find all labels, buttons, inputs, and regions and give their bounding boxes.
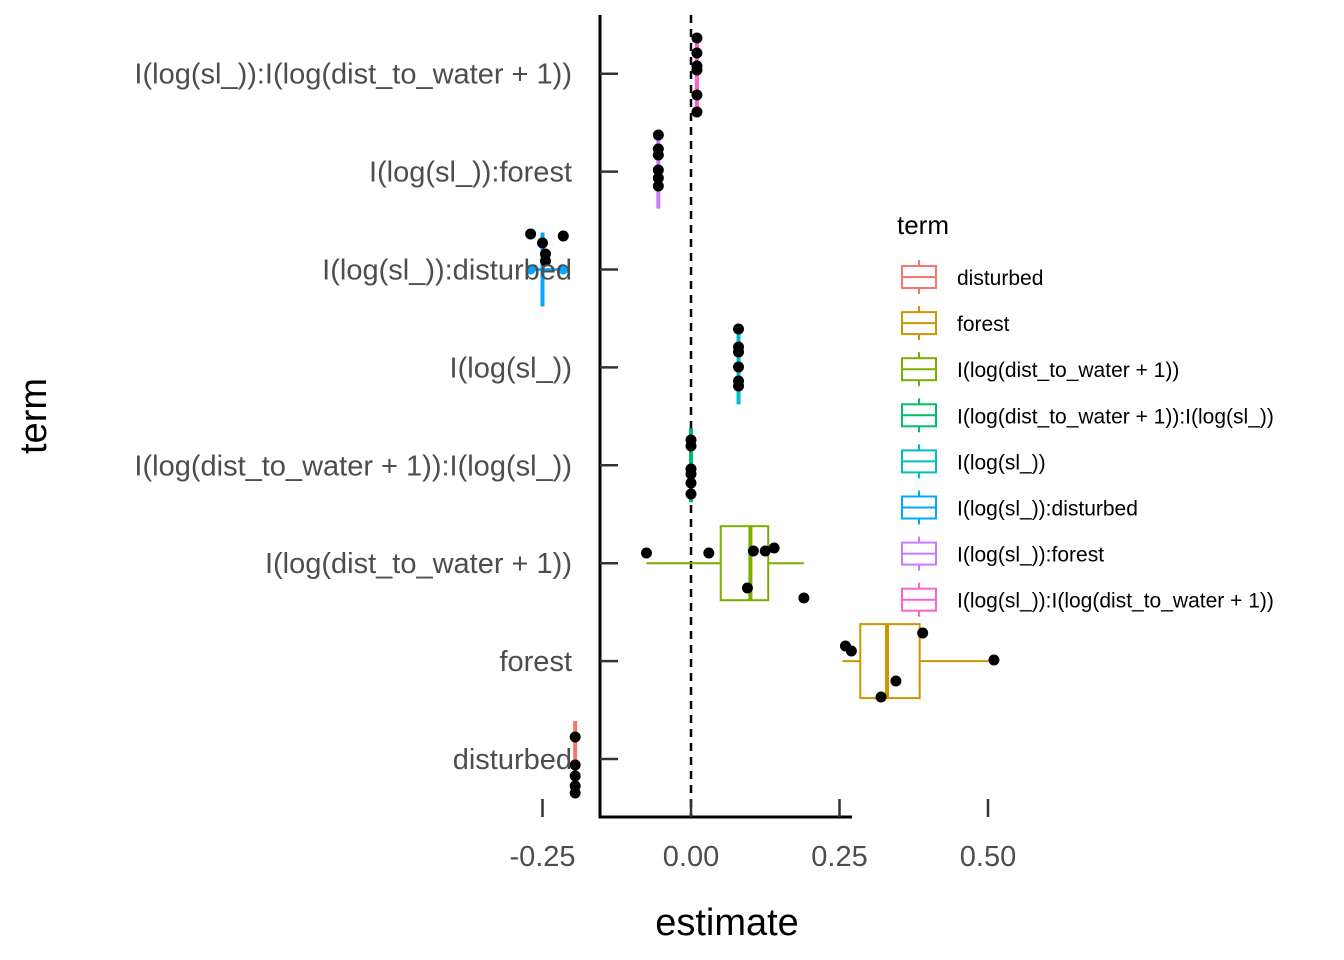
- data-point: [685, 468, 697, 480]
- data-point: [539, 255, 551, 267]
- data-point: [685, 488, 697, 500]
- legend-label: I(log(sl_)):disturbed: [957, 498, 1138, 521]
- data-point: [685, 440, 697, 452]
- data-point: [569, 759, 581, 771]
- box-outlier: [558, 264, 569, 275]
- data-point: [845, 645, 857, 657]
- data-point: [733, 323, 745, 335]
- legend-key: [901, 352, 937, 387]
- plot-area: [525, 15, 1000, 817]
- x-tick-label: 0.00: [663, 841, 719, 873]
- legend-label: I(log(sl_)):forest: [957, 544, 1104, 567]
- data-point: [703, 547, 715, 559]
- data-point: [525, 228, 537, 240]
- legend: term disturbed forest I(log(dist_to_water …: [897, 210, 1274, 617]
- data-point: [569, 770, 581, 782]
- data-point: [691, 64, 703, 76]
- data-point: [759, 545, 771, 557]
- y-tick-label: I(log(sl_)):forest: [369, 157, 572, 189]
- legend-key: [901, 582, 937, 617]
- legend-key: [901, 398, 937, 433]
- data-point: [768, 542, 780, 554]
- data-point: [917, 627, 929, 639]
- data-point: [741, 582, 753, 594]
- data-point: [875, 691, 887, 703]
- data-point: [569, 731, 581, 743]
- data-point: [733, 361, 745, 373]
- data-point: [691, 32, 703, 44]
- data-point: [652, 164, 664, 176]
- data-point: [691, 89, 703, 101]
- y-tick-label: I(log(dist_to_water + 1)):I(log(sl_)): [134, 450, 572, 482]
- data-point: [685, 477, 697, 489]
- y-axis-title: term: [13, 378, 55, 454]
- legend-label: forest: [957, 313, 1010, 336]
- data-point: [890, 675, 902, 687]
- legend-title: term: [897, 210, 949, 240]
- data-point: [557, 230, 569, 242]
- data-point: [640, 547, 652, 559]
- box-group: [646, 525, 804, 602]
- data-point: [747, 545, 759, 557]
- box-group: [842, 623, 994, 700]
- data-point: [652, 129, 664, 141]
- data-point: [569, 787, 581, 799]
- y-tick-label: I(log(sl_)):disturbed: [322, 255, 572, 287]
- data-point: [691, 47, 703, 59]
- legend-label: I(log(sl_)):I(log(dist_to_water + 1)): [957, 590, 1274, 613]
- data-point: [652, 180, 664, 192]
- legend-label: I(log(dist_to_water + 1)): [957, 359, 1179, 382]
- legend-key: [901, 306, 937, 341]
- legend-key: [901, 490, 937, 525]
- y-axis: disturbed forest I(log(dist_to_water + 1))…: [134, 15, 618, 819]
- x-tick-label: 0.50: [960, 841, 1016, 873]
- data-point: [652, 172, 664, 184]
- y-tick-label: forest: [499, 646, 572, 678]
- x-axis: -0.25 0.00 0.25 0.50: [509, 799, 1016, 873]
- data-point: [691, 106, 703, 118]
- legend-label: I(log(sl_)): [957, 451, 1046, 474]
- y-tick-label: I(log(sl_)):I(log(dist_to_water + 1)): [134, 59, 572, 91]
- data-point: [733, 346, 745, 358]
- legend-label: I(log(dist_to_water + 1)):I(log(sl_)): [957, 405, 1274, 428]
- y-tick-label: I(log(dist_to_water + 1)): [265, 548, 572, 580]
- x-tick-label: -0.25: [509, 841, 575, 873]
- legend-key: [901, 260, 937, 294]
- data-point: [652, 149, 664, 161]
- legend-label: disturbed: [957, 267, 1043, 290]
- legend-key: [901, 444, 937, 479]
- y-tick-label: I(log(sl_)): [450, 352, 572, 384]
- x-axis-title: estimate: [655, 902, 799, 944]
- data-point: [537, 237, 548, 249]
- data-point: [733, 380, 745, 392]
- y-tick-label: disturbed: [453, 744, 572, 776]
- legend-key: [901, 536, 937, 571]
- data-point: [988, 654, 1000, 666]
- data-point: [798, 592, 810, 604]
- box-body: [859, 623, 921, 700]
- x-tick-label: 0.25: [811, 841, 867, 873]
- box-body: [719, 525, 770, 602]
